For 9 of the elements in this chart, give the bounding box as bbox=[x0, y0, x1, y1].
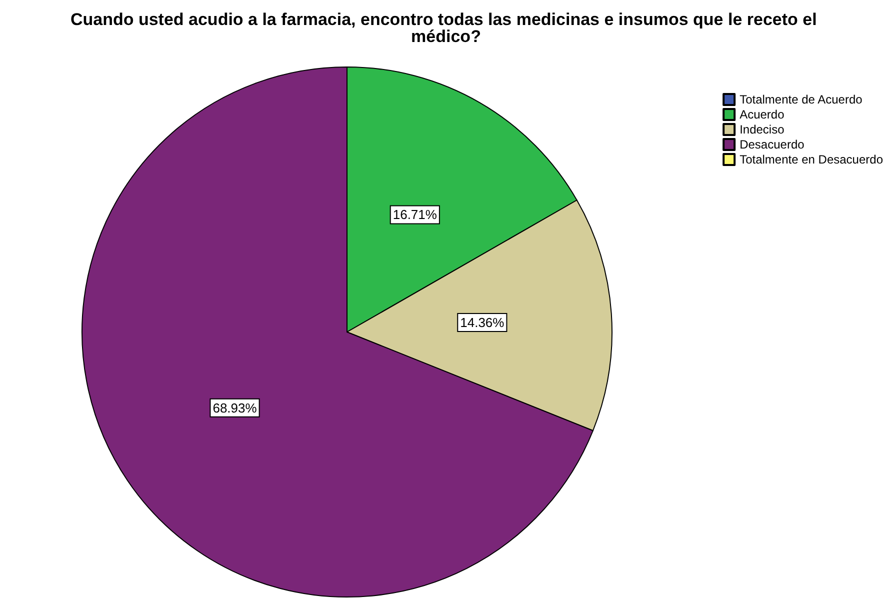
legend-label: Acuerdo bbox=[740, 108, 785, 122]
chart-title: Cuando usted acudio a la farmacia, encontro todas las medicinas e insumos que le receto el médico? bbox=[70, 10, 822, 46]
data-label: 14.36% bbox=[460, 315, 505, 330]
legend-label: Totalmente en Desacuerdo bbox=[740, 152, 884, 166]
data-label: 16.71% bbox=[392, 207, 438, 222]
legend-label: Totalmente de Acuerdo bbox=[740, 92, 863, 106]
legend-label: Desacuerdo bbox=[740, 138, 805, 152]
data-label: 68.93% bbox=[212, 400, 258, 416]
legend-label: Indeciso bbox=[740, 122, 785, 136]
